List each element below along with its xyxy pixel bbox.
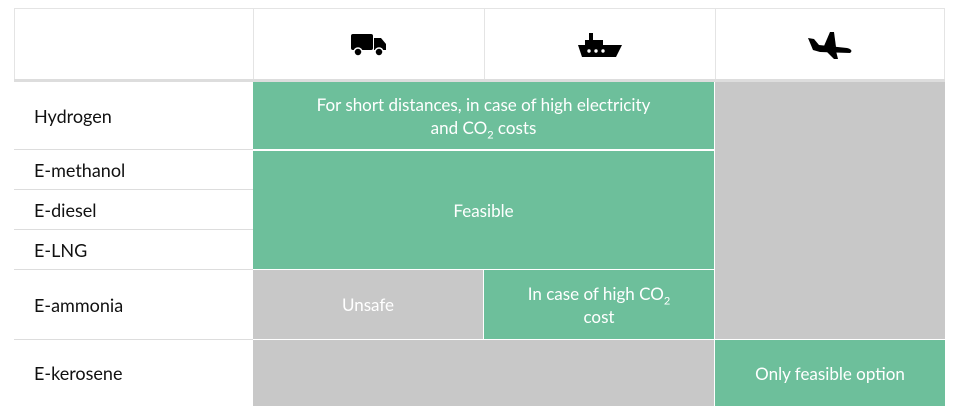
- cell-text: Only feasible option: [755, 362, 905, 384]
- cell-text: In case of high CO: [527, 282, 664, 304]
- subscript: 2: [663, 293, 671, 307]
- cell: Feasible: [253, 151, 714, 269]
- row-label: E-LNG: [14, 230, 253, 270]
- header-sea: [484, 8, 716, 80]
- cell: In case of high CO2 cost: [484, 270, 714, 339]
- row-label: E-diesel: [14, 190, 253, 230]
- cell-text: costs: [493, 116, 537, 138]
- cell: [253, 340, 714, 406]
- header-rule: [14, 79, 945, 82]
- row-label: Hydrogen: [14, 82, 253, 150]
- cell: Only feasible option: [715, 340, 945, 406]
- cell-text: Feasible: [453, 199, 514, 221]
- cell-text: For short distances, in case of high ele…: [316, 93, 651, 138]
- row-label: E-kerosene: [34, 362, 123, 384]
- header-road: [253, 8, 485, 80]
- row-label: E-ammonia: [14, 270, 253, 340]
- row-label: E-methanol: [14, 150, 253, 190]
- cell-text: cost: [583, 305, 615, 327]
- ship-icon: [578, 32, 622, 57]
- cell: Unsafe: [253, 270, 483, 339]
- subscript: 2: [487, 127, 494, 141]
- plane-icon: [808, 31, 852, 59]
- header-empty: [14, 8, 254, 80]
- cell: [715, 82, 945, 339]
- truck-icon: [351, 33, 386, 57]
- cell-text: Unsafe: [341, 294, 395, 315]
- header-air: [715, 8, 945, 80]
- cell: For short distances, in case of high ele…: [253, 82, 714, 149]
